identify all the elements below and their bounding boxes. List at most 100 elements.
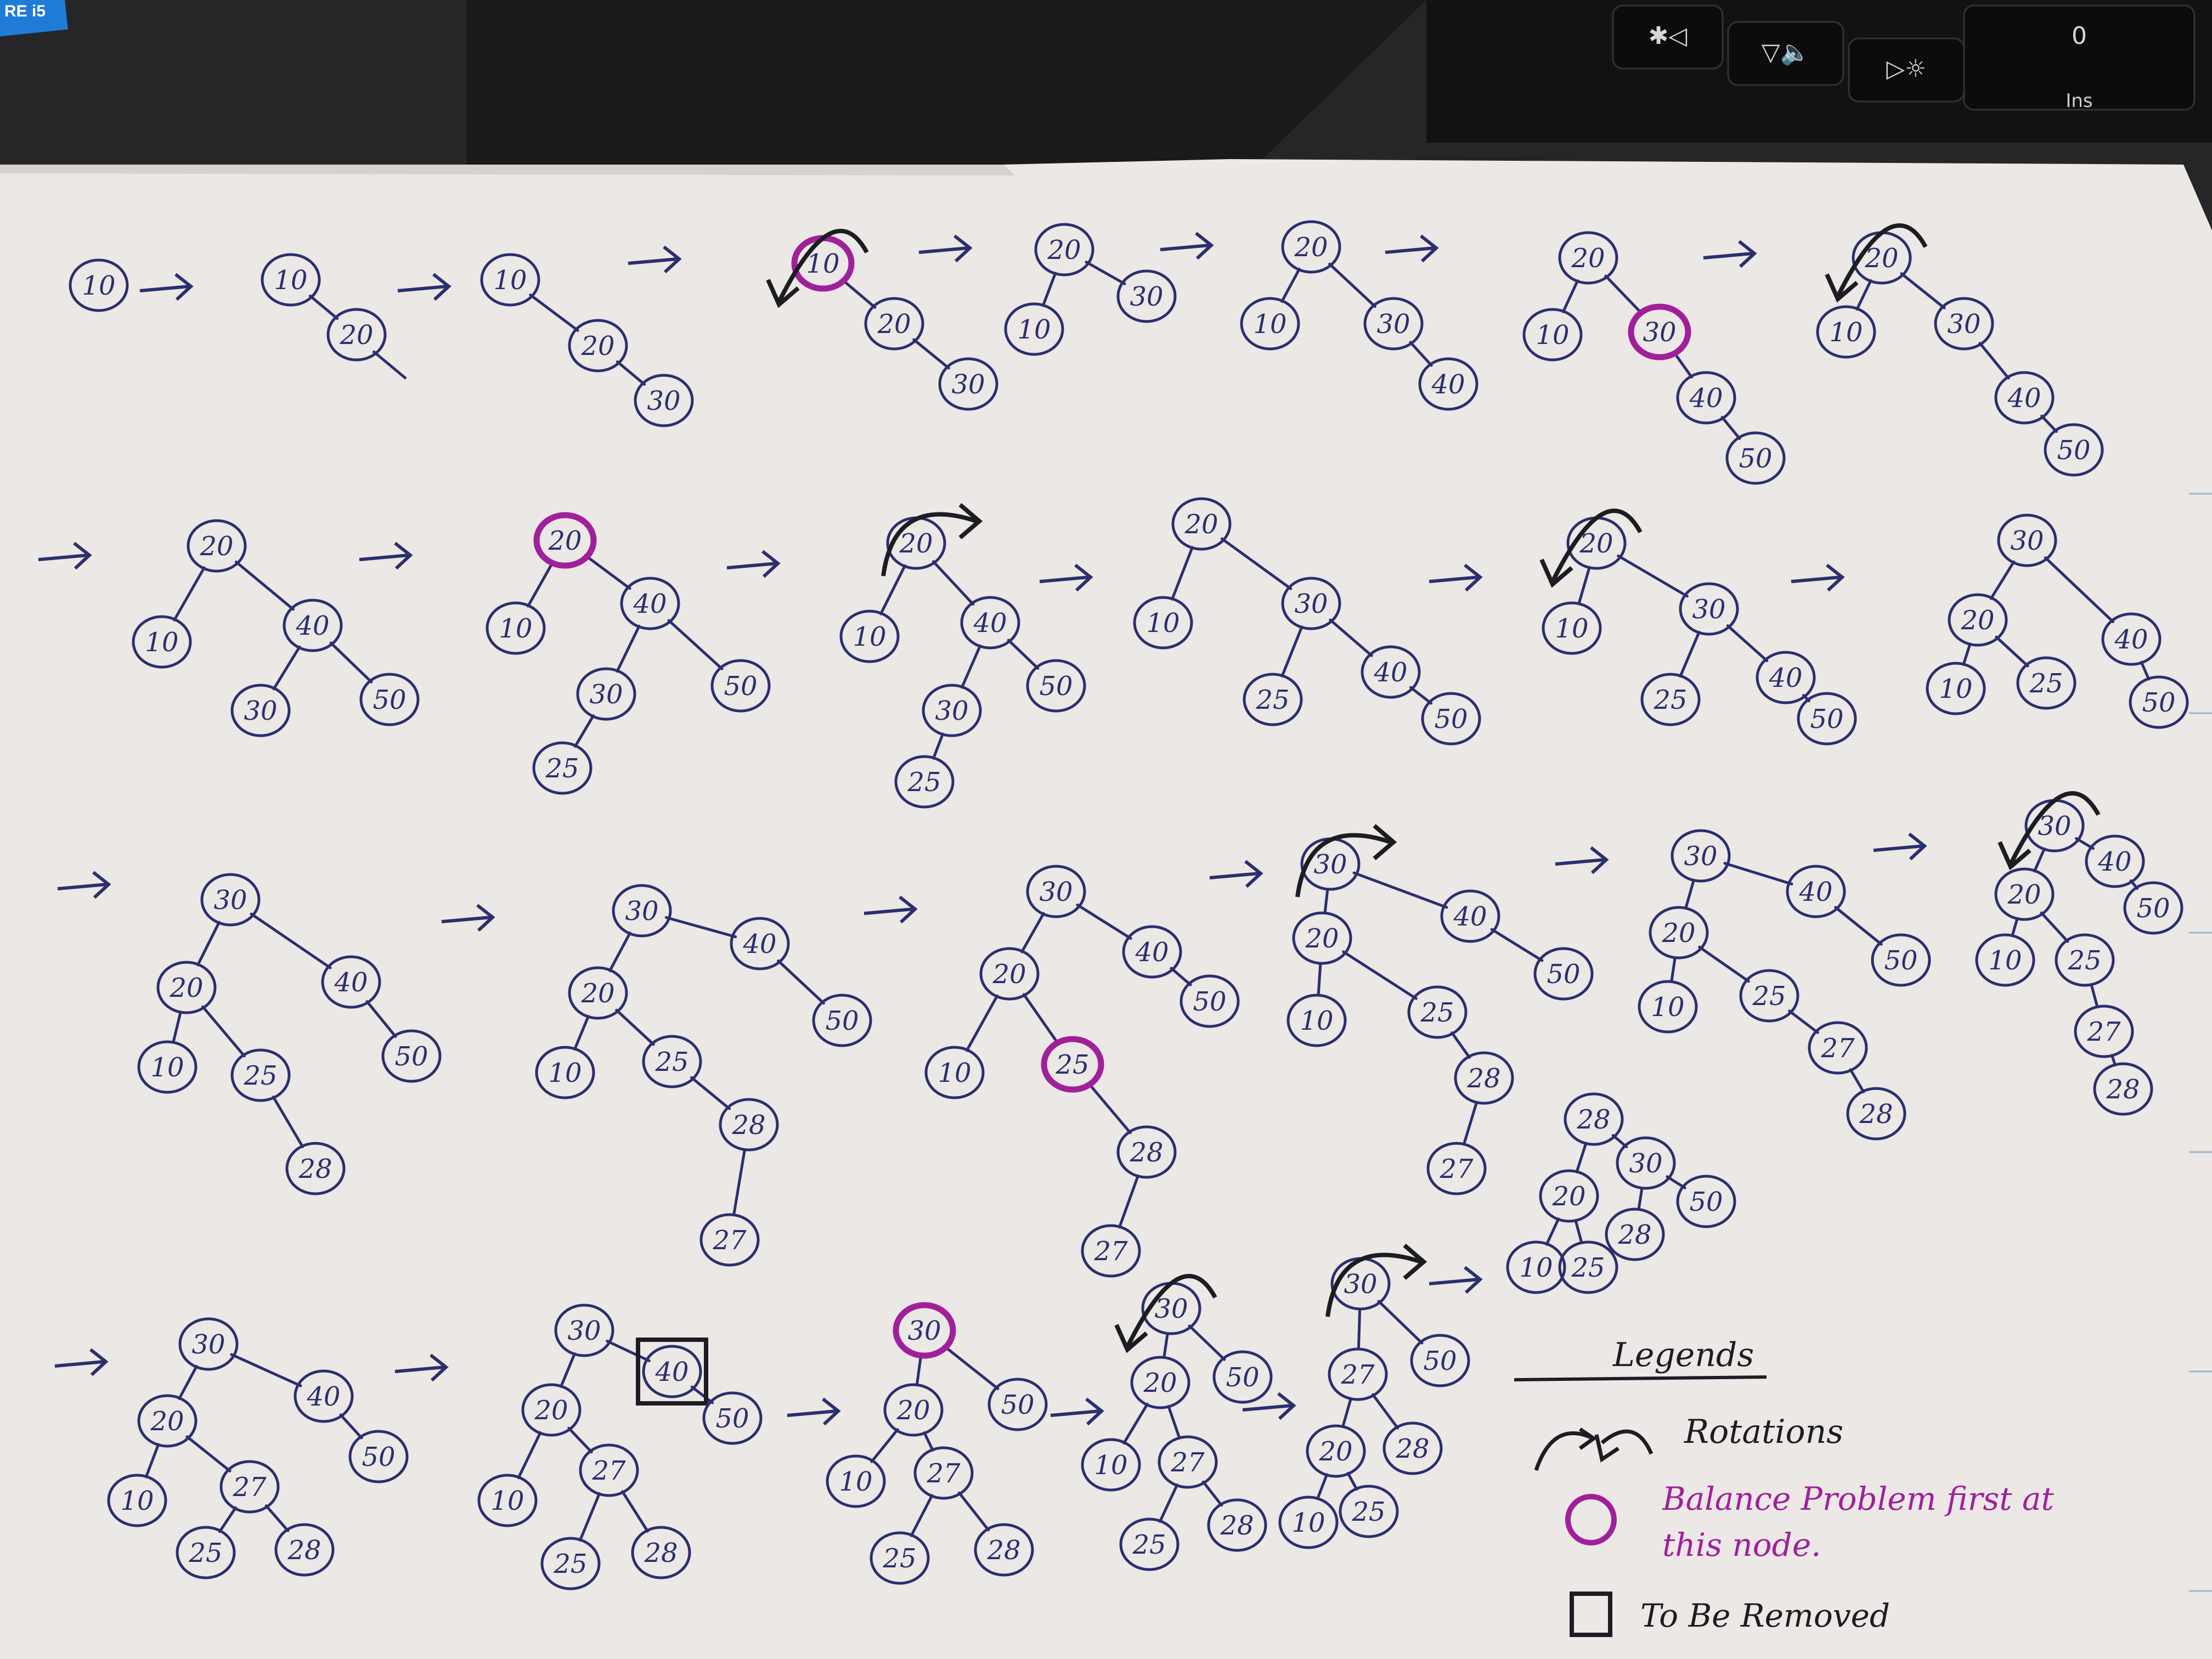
node-value: 10: [1555, 613, 1588, 644]
tree-node: 20: [886, 516, 946, 570]
tree-node: 10: [1133, 596, 1193, 650]
tree-node: 40: [2101, 612, 2162, 666]
node-value: 50: [825, 1006, 859, 1036]
node-value: 40: [1798, 877, 1832, 907]
node-value: 40: [2007, 383, 2041, 414]
tree-node: 50: [2129, 675, 2189, 729]
tree-node: 28: [2093, 1062, 2153, 1116]
node-value: 10: [1146, 608, 1180, 639]
node-circle: [710, 659, 771, 713]
step-arrow-icon: [441, 904, 495, 932]
tree-node: 50: [1676, 1175, 1736, 1228]
tree-node: 30: [1671, 829, 1731, 883]
node-value: 25: [654, 1047, 689, 1077]
node-value: 40: [1135, 937, 1169, 968]
tree-node: 50: [1180, 974, 1240, 1028]
node-circle: [1676, 1175, 1736, 1228]
node-circle: [1410, 1334, 1470, 1387]
tree-edge: [915, 1354, 923, 1386]
rotation-right-arrow-icon: [1325, 1243, 1427, 1317]
node-value: 10: [274, 265, 307, 296]
tree-node: 40: [321, 955, 381, 1009]
tree-edge: [923, 1431, 934, 1452]
tree-node: 25: [2016, 656, 2076, 710]
node-value: 30: [567, 1316, 601, 1346]
tree-node: 10: [1004, 302, 1064, 356]
tree-step-17: 30 20 40 10 25 50 28 27: [924, 865, 1240, 1278]
tree-node: 10: [477, 1474, 538, 1527]
node-circle: [730, 917, 790, 970]
tree-edge: [957, 1491, 990, 1532]
laptop-sticker: RE i5: [0, 0, 68, 38]
node-value: 10: [145, 627, 178, 658]
tree-node: 27: [1426, 1142, 1487, 1195]
tree-edge: [1989, 560, 2016, 600]
node-circle: [1240, 297, 1300, 351]
tree-node: 10: [107, 1474, 167, 1527]
node-value: 50: [362, 1442, 395, 1472]
node-circle: [381, 1029, 442, 1083]
tree-step-16: 30 20 40 10 25 50 28 27: [535, 884, 872, 1267]
tree-edge: [218, 1506, 237, 1533]
tree-edge: [1346, 1471, 1358, 1491]
tree-edge: [1451, 1031, 1471, 1059]
tree-node: 40: [1361, 645, 1421, 699]
tree-edge: [606, 1340, 651, 1362]
node-value: 20: [1294, 232, 1328, 263]
node-value: 30: [647, 386, 680, 416]
node-circle: [1975, 933, 2035, 987]
step-arrow-icon: [1039, 563, 1093, 592]
node-value: 28: [731, 1110, 765, 1141]
node-circle: [283, 599, 343, 652]
tree-node: 20: [1292, 911, 1352, 965]
node-value: 30: [2010, 526, 2044, 556]
node-value: 20: [877, 309, 911, 340]
node-value: 40: [1768, 663, 1802, 693]
tree-node: 30: [200, 873, 261, 927]
tree-node: 25: [532, 741, 592, 795]
node-value: 10: [938, 1058, 971, 1088]
tree-node: 25: [1407, 985, 1468, 1039]
node-circle: [132, 615, 192, 669]
node-value: 40: [1689, 383, 1723, 414]
node-circle: [1281, 577, 1341, 630]
node-circle: [554, 1304, 614, 1357]
balance-problem-circle: [1628, 303, 1691, 360]
node-circle: [274, 1523, 335, 1577]
tree-node: 25: [1339, 1485, 1399, 1538]
node-value: 27: [712, 1225, 747, 1256]
node-value: 25: [553, 1549, 587, 1579]
tree-edge: [1158, 1483, 1179, 1523]
paper-sheet: [0, 159, 2212, 1659]
node-circle: [924, 1046, 985, 1099]
tree-node: 20: [1539, 1169, 1599, 1223]
node-value: 30: [244, 696, 277, 726]
tree-edge: [339, 1413, 363, 1440]
tree-step-15: 30 20 40 10 25 50 28: [137, 873, 442, 1195]
node-value: 30: [2038, 811, 2071, 842]
node-value: 20: [896, 1395, 930, 1426]
step-arrow-icon: [1555, 846, 1609, 874]
tree-edge: [1170, 967, 1192, 986]
node-value: 28: [1129, 1137, 1163, 1168]
node-circle: [2085, 834, 2145, 888]
node-circle: [1926, 662, 1986, 715]
node-circle: [634, 374, 694, 427]
tree-node: 30: [922, 684, 982, 737]
tree-edge: [732, 1148, 746, 1217]
key-ins-label: Ins: [2066, 90, 2092, 112]
tree-node: 20: [1034, 223, 1094, 276]
node-value: 40: [306, 1381, 340, 1412]
node-value: 30: [625, 896, 658, 927]
tree-edge: [943, 1345, 1000, 1390]
node-circle: [702, 1391, 763, 1445]
tree-node: 50: [1533, 947, 1594, 1001]
node-value: 20: [1318, 1436, 1352, 1467]
node-circle: [1539, 1169, 1599, 1223]
tree-node: 25: [176, 1526, 236, 1579]
node-value: 30: [1344, 1269, 1377, 1300]
node-circle: [1081, 1224, 1141, 1278]
node-value: 50: [2136, 893, 2170, 924]
node-circle: [521, 1383, 582, 1437]
tree-node: 10: [1286, 994, 1347, 1047]
